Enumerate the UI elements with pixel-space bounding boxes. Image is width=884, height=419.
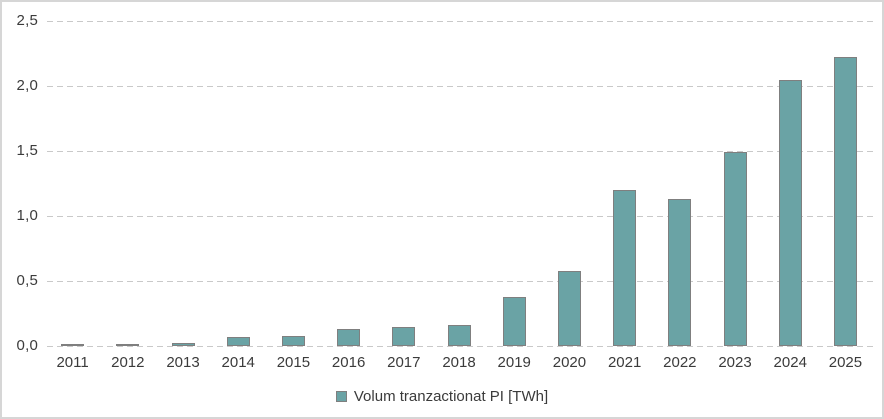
bar-2011 [61,344,85,346]
y-axis: 0,0 0,5 1,0 1,5 2,0 2,5 [2,2,38,417]
bar-2019 [502,296,526,346]
x-tick-label-2019: 2019 [497,354,531,371]
x-tick-label-2015: 2015 [276,354,311,371]
x-tick-label-2024: 2024 [773,354,807,371]
bar-column-2024 [763,21,818,346]
bars-layer [45,21,873,346]
y-tick-label-2,0: 2,0 [16,77,38,94]
bar-column-2012 [100,21,155,346]
legend-label: Volum tranzactionat PI [TWh] [353,388,549,405]
bar-2022 [668,199,692,346]
bar-column-2013 [155,21,210,346]
bar-2021 [613,190,637,346]
x-axis: 2011 2012 2013 2014 2015 2016 2017 2018 2019 2020… [45,354,873,371]
bar-2016 [337,329,361,346]
bar-column-2023 [707,21,762,346]
x-tick-label-2023: 2023 [718,354,752,371]
y-tick-label-2,5: 2,5 [16,12,38,29]
x-tick-label-2021: 2021 [607,354,642,371]
bar-2013 [171,343,195,346]
bar-column-2020 [542,21,597,346]
bar-column-2019 [487,21,542,346]
x-tick-label-2016: 2016 [331,354,366,371]
bar-column-2021 [597,21,652,346]
bar-column-2014 [211,21,266,346]
bar-2020 [557,270,581,346]
x-tick-label-2017: 2017 [387,354,421,371]
bar-2012 [116,344,140,346]
bar-2017 [392,326,416,346]
bar-2018 [447,325,471,346]
bar-column-2022 [652,21,707,346]
bar-2023 [723,152,747,346]
y-tick-label-1,5: 1,5 [16,142,38,159]
x-tick-label-2012: 2012 [111,354,145,371]
x-tick-label-2020: 2020 [552,354,587,371]
gridline-2,5 [47,21,873,22]
bar-column-2025 [818,21,873,346]
bar-column-2017 [376,21,431,346]
bar-column-2018 [431,21,486,346]
bar-column-2016 [321,21,376,346]
bar-2024 [778,79,802,346]
bar-2014 [226,336,250,346]
gridline-0,0 [47,346,873,347]
gridline-0,5 [47,281,873,282]
x-tick-label-2025: 2025 [828,354,863,371]
gridline-1,5 [47,151,873,152]
x-tick-label-2022: 2022 [663,354,697,371]
bar-2025 [833,57,857,346]
gridline-1,0 [47,216,873,217]
y-tick-label-0,0: 0,0 [16,337,38,354]
legend-swatch-icon [335,391,347,402]
legend: Volum tranzactionat PI [TWh] [2,388,882,405]
plot-area [45,21,873,347]
bar-column-2011 [45,21,100,346]
gridline-2,0 [47,86,873,87]
x-tick-label-2014: 2014 [221,354,255,371]
bar-2015 [281,335,305,346]
y-tick-label-1,0: 1,0 [16,207,38,224]
x-tick-label-2011: 2011 [56,354,89,371]
x-tick-label-2013: 2013 [166,354,200,371]
x-tick-label-2018: 2018 [442,354,476,371]
bar-column-2015 [266,21,321,346]
y-tick-label-0,5: 0,5 [16,272,38,289]
